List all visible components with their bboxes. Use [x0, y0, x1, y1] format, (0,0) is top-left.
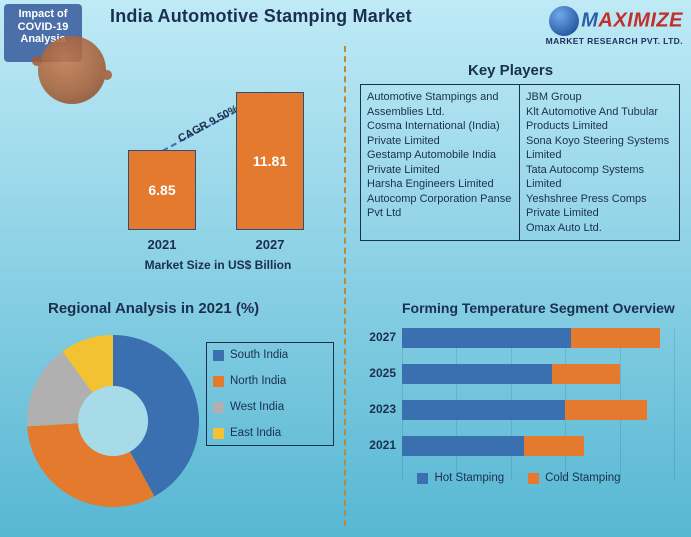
bar-chart-xaxis-title: Market Size in US$ Billion [108, 258, 328, 272]
forming-seg-cold [552, 364, 620, 384]
legend-label: Hot Stamping [434, 472, 504, 484]
forming-ylabel: 2027 [358, 330, 396, 344]
key-players-box: Automotive Stampings and Assemblies Ltd.… [360, 84, 680, 241]
bar-xlabel-2027: 2027 [236, 237, 304, 252]
forming-seg-hot [402, 400, 565, 420]
forming-chart: 2027 2025 2023 2021 Hot Stamping Cold Stampin… [358, 324, 680, 484]
key-players-col-1: Automotive Stampings and Assemblies Ltd.… [360, 84, 520, 241]
forming-legend: Hot Stamping Cold Stamping [358, 472, 680, 484]
legend-label: North India [230, 375, 286, 387]
legend-item: North India [213, 375, 327, 387]
forming-ylabel: 2023 [358, 402, 396, 416]
key-player-item: JBM Group [526, 90, 673, 105]
forming-row-2021: 2021 [358, 432, 680, 468]
brand-logo-sub: MARKET RESEARCH PVT. LTD. [546, 36, 683, 46]
forming-seg-cold [571, 328, 661, 348]
forming-seg-hot [402, 436, 524, 456]
forming-row-2027: 2027 [358, 324, 680, 360]
legend-label: Cold Stamping [545, 472, 620, 484]
forming-bar [402, 436, 584, 456]
forming-legend-item: Cold Stamping [528, 472, 620, 484]
brand-logo: MAXIMIZE MARKET RESEARCH PVT. LTD. [546, 6, 683, 46]
legend-swatch [213, 428, 224, 439]
forming-seg-cold [524, 436, 584, 456]
bar-xlabel-2021: 2021 [128, 237, 196, 252]
forming-bar [402, 364, 620, 384]
vertical-divider [344, 46, 346, 526]
forming-row-2025: 2025 [358, 360, 680, 396]
key-player-item: Tata Autocomp Systems Limited [526, 163, 673, 192]
forming-row-2023: 2023 [358, 396, 680, 432]
legend-item: West India [213, 401, 327, 413]
legend-swatch [213, 376, 224, 387]
key-player-item: Omax Auto Ltd. [526, 221, 673, 236]
page-title: India Automotive Stamping Market [110, 6, 412, 27]
covid-badge-l2: COVID-19 [4, 21, 82, 34]
covid-badge-l1: Impact of [4, 8, 82, 21]
legend-swatch [528, 473, 539, 484]
forming-ylabel: 2025 [358, 366, 396, 380]
donut-hole [78, 386, 148, 456]
cagr-label: CAGR 9.50% [176, 103, 240, 145]
regional-title: Regional Analysis in 2021 (%) [48, 300, 259, 317]
bar-2021: 6.85 [128, 150, 196, 230]
forming-legend-item: Hot Stamping [417, 472, 504, 484]
forming-seg-hot [402, 328, 571, 348]
key-player-item: Gestamp Automobile India Private Limited [367, 148, 513, 177]
forming-seg-cold [565, 400, 647, 420]
virus-icon [38, 36, 106, 104]
legend-swatch [417, 473, 428, 484]
key-player-item: Yeshshree Press Comps Private Limited [526, 192, 673, 221]
key-player-item: Automotive Stampings and Assemblies Ltd. [367, 90, 513, 119]
market-size-bar-chart: CAGR 9.50% Market Size in US$ Billion 6.… [108, 74, 328, 274]
forming-ylabel: 2021 [358, 438, 396, 452]
legend-label: West India [230, 401, 284, 413]
legend-label: East India [230, 427, 281, 439]
key-players-title: Key Players [468, 62, 553, 79]
forming-seg-hot [402, 364, 552, 384]
legend-label: South India [230, 349, 288, 361]
key-player-item: Cosma International (India) Private Limi… [367, 119, 513, 148]
key-players-col-2: JBM Group Klt Automotive And Tubular Pro… [520, 84, 680, 241]
forming-bar [402, 400, 647, 420]
bar-2027: 11.81 [236, 92, 304, 230]
regional-legend: South India North India West India East Ind… [206, 342, 334, 446]
legend-swatch [213, 402, 224, 413]
globe-icon [549, 6, 579, 36]
key-player-item: Sona Koyo Steering Systems Limited [526, 134, 673, 163]
key-player-item: Harsha Engineers Limited [367, 177, 513, 192]
legend-item: East India [213, 427, 327, 439]
key-player-item: Autocomp Corporation Panse Pvt Ltd [367, 192, 513, 221]
forming-title: Forming Temperature Segment Overview [402, 300, 675, 316]
forming-bar [402, 328, 660, 348]
content-root: Impact of COVID-19 Analysis India Automo… [0, 0, 691, 537]
legend-swatch [213, 350, 224, 361]
legend-item: South India [213, 349, 327, 361]
brand-logo-text: MAXIMIZE [546, 6, 683, 36]
key-player-item: Klt Automotive And Tubular Products Limi… [526, 105, 673, 134]
regional-donut-chart [18, 326, 208, 516]
